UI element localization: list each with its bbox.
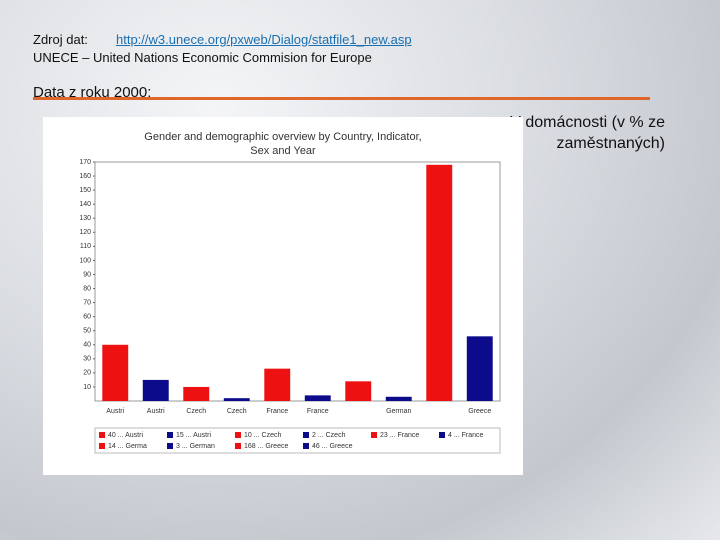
chart: Gender and demographic overview by Count…: [43, 117, 523, 475]
legend-swatch: [303, 443, 309, 449]
legend-label: 40 ... Austri: [108, 432, 143, 439]
y-tick-label: 150: [79, 187, 91, 194]
legend-swatch: [235, 443, 241, 449]
y-tick-label: 50: [83, 328, 91, 335]
legend-label: 15 ... Austri: [176, 432, 211, 439]
legend-label: 3 ... German: [176, 443, 215, 450]
legend-label: 4 ... France: [448, 432, 484, 439]
bar: [183, 386, 210, 401]
y-tick-label: 120: [79, 229, 91, 236]
bar: [102, 344, 129, 401]
x-tick-label: German: [386, 408, 411, 415]
bar: [385, 396, 412, 401]
legend-label: 10 ... Czech: [244, 432, 281, 439]
bar: [426, 164, 453, 401]
y-tick-label: 130: [79, 215, 91, 222]
y-tick-label: 160: [79, 173, 91, 180]
source-name: UNECE – United Nations Economic Commisio…: [33, 50, 372, 65]
divider: [33, 97, 650, 100]
legend-swatch: [167, 443, 173, 449]
legend-swatch: [99, 443, 105, 449]
x-tick-label: Austri: [147, 408, 165, 415]
x-tick-label: France: [266, 408, 288, 415]
y-tick-label: 60: [83, 313, 91, 320]
chart-title: Gender and demographic overview by Count…: [144, 131, 421, 157]
y-tick-label: 110: [80, 243, 91, 250]
bar: [223, 398, 250, 401]
legend-label: 23 ... France: [380, 432, 419, 439]
y-tick-label: 90: [83, 271, 91, 278]
bar: [264, 368, 291, 401]
caption: V domácnosti (v % ze zaměstnaných): [510, 114, 665, 152]
legend-label: 2 ... Czech: [312, 432, 346, 439]
legend-swatch: [303, 432, 309, 438]
legend-label: 14 ... Germa: [108, 443, 147, 450]
y-tick-label: 140: [79, 201, 91, 208]
legend-swatch: [371, 432, 377, 438]
legend-box: [94, 427, 501, 454]
x-tick-label: Czech: [186, 408, 206, 415]
x-tick-label: Greece: [468, 408, 491, 415]
plot-frame: [94, 161, 501, 402]
bar: [345, 381, 372, 401]
legend-swatch: [167, 432, 173, 438]
x-tick-label: Czech: [227, 408, 247, 415]
y-tick-label: 70: [83, 299, 91, 306]
source-link[interactable]: http://w3.unece.org/pxweb/Dialog/statfil…: [116, 32, 412, 47]
section-title: Data z roku 2000:: [33, 84, 152, 101]
legend-swatch: [439, 432, 445, 438]
bar: [466, 336, 493, 401]
y-tick-label: 170: [79, 159, 91, 166]
y-tick-label: 20: [83, 370, 91, 377]
x-tick-label: France: [307, 408, 329, 415]
y-tick-label: 40: [83, 342, 91, 349]
y-tick-label: 10: [83, 384, 91, 391]
legend-swatch: [99, 432, 105, 438]
source-label: Zdroj dat:: [33, 32, 88, 47]
legend-swatch: [235, 432, 241, 438]
legend-label: 46 ... Greece: [312, 443, 353, 450]
legend-label: 168 ... Greece: [244, 443, 288, 450]
y-tick-label: 30: [83, 356, 91, 363]
bar: [142, 379, 169, 401]
bar: [304, 395, 331, 401]
x-tick-label: Austri: [106, 408, 124, 415]
y-tick-label: 80: [83, 285, 91, 292]
y-tick-label: 100: [79, 257, 91, 264]
